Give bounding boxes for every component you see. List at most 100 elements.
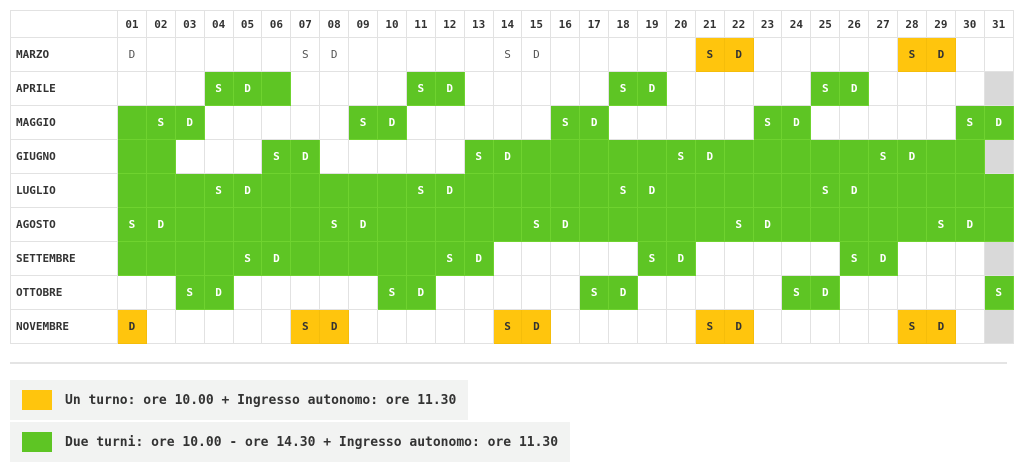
day-cell[interactable]: D: [579, 105, 610, 140]
day-cell[interactable]: D: [377, 105, 407, 140]
day-cell[interactable]: [723, 173, 754, 208]
day-cell[interactable]: [925, 139, 956, 174]
day-cell[interactable]: [117, 139, 147, 174]
day-cell[interactable]: D: [954, 207, 985, 242]
day-cell[interactable]: S: [145, 105, 176, 140]
day-cell[interactable]: [925, 173, 956, 208]
day-cell[interactable]: [579, 207, 610, 242]
day-cell[interactable]: [261, 173, 292, 208]
day-cell[interactable]: [579, 139, 610, 174]
day-cell[interactable]: D: [637, 173, 667, 208]
day-cell[interactable]: D: [203, 275, 234, 310]
day-cell[interactable]: [983, 207, 1014, 242]
day-cell[interactable]: D: [810, 275, 841, 310]
day-cell[interactable]: [521, 173, 552, 208]
day-cell[interactable]: [290, 207, 321, 242]
day-cell[interactable]: [145, 139, 176, 174]
day-cell[interactable]: [752, 139, 783, 174]
day-cell[interactable]: [954, 139, 985, 174]
day-cell[interactable]: [405, 241, 436, 276]
day-cell[interactable]: S: [608, 173, 639, 208]
day-cell[interactable]: [377, 173, 407, 208]
day-cell[interactable]: D: [521, 309, 552, 344]
day-cell[interactable]: S: [925, 207, 956, 242]
day-cell[interactable]: S: [492, 309, 523, 344]
day-cell[interactable]: [637, 207, 667, 242]
day-cell[interactable]: S: [319, 207, 350, 242]
day-cell[interactable]: S: [983, 275, 1014, 310]
day-cell[interactable]: [579, 173, 610, 208]
day-cell[interactable]: S: [261, 139, 292, 174]
day-cell[interactable]: D: [781, 105, 812, 140]
day-cell[interactable]: [637, 139, 667, 174]
day-cell[interactable]: [145, 173, 176, 208]
day-cell[interactable]: D: [752, 207, 783, 242]
day-cell[interactable]: S: [810, 173, 841, 208]
day-cell[interactable]: S: [868, 139, 899, 174]
day-cell[interactable]: S: [897, 37, 927, 72]
day-cell[interactable]: [868, 207, 899, 242]
day-cell[interactable]: [492, 207, 523, 242]
day-cell[interactable]: S: [752, 105, 783, 140]
day-cell[interactable]: D: [174, 105, 205, 140]
day-cell[interactable]: D: [261, 241, 292, 276]
day-cell[interactable]: [608, 139, 639, 174]
day-cell[interactable]: [983, 173, 1014, 208]
day-cell[interactable]: [897, 173, 927, 208]
day-cell[interactable]: D: [723, 37, 754, 72]
day-cell[interactable]: [261, 71, 292, 106]
day-cell[interactable]: D: [117, 309, 147, 344]
day-cell[interactable]: [174, 207, 205, 242]
day-cell[interactable]: D: [868, 241, 899, 276]
day-cell[interactable]: D: [145, 207, 176, 242]
day-cell[interactable]: [897, 207, 927, 242]
day-cell[interactable]: D: [232, 173, 263, 208]
day-cell[interactable]: [348, 173, 379, 208]
day-cell[interactable]: [694, 173, 725, 208]
day-cell[interactable]: [694, 207, 725, 242]
day-cell[interactable]: D: [492, 139, 523, 174]
day-cell[interactable]: D: [897, 139, 927, 174]
day-cell[interactable]: [405, 207, 436, 242]
day-cell[interactable]: S: [174, 275, 205, 310]
day-cell[interactable]: S: [954, 105, 985, 140]
day-cell[interactable]: D: [405, 275, 436, 310]
day-cell[interactable]: [781, 139, 812, 174]
day-cell[interactable]: D: [434, 71, 465, 106]
day-cell[interactable]: S: [723, 207, 754, 242]
day-cell[interactable]: [203, 241, 234, 276]
day-cell[interactable]: S: [694, 309, 725, 344]
day-cell[interactable]: [839, 139, 870, 174]
day-cell[interactable]: [117, 173, 147, 208]
day-cell[interactable]: [752, 173, 783, 208]
day-cell[interactable]: [665, 173, 696, 208]
day-cell[interactable]: D: [637, 71, 667, 106]
day-cell[interactable]: [319, 241, 350, 276]
day-cell[interactable]: D: [232, 71, 263, 106]
day-cell[interactable]: S: [550, 105, 581, 140]
day-cell[interactable]: S: [781, 275, 812, 310]
day-cell[interactable]: [348, 241, 379, 276]
day-cell[interactable]: D: [839, 71, 870, 106]
day-cell[interactable]: D: [839, 173, 870, 208]
day-cell[interactable]: D: [550, 207, 581, 242]
day-cell[interactable]: [810, 207, 841, 242]
day-cell[interactable]: D: [925, 309, 956, 344]
day-cell[interactable]: S: [290, 309, 321, 344]
day-cell[interactable]: [377, 241, 407, 276]
day-cell[interactable]: S: [203, 173, 234, 208]
day-cell[interactable]: [203, 207, 234, 242]
day-cell[interactable]: [723, 139, 754, 174]
day-cell[interactable]: D: [925, 37, 956, 72]
day-cell[interactable]: D: [723, 309, 754, 344]
day-cell[interactable]: [290, 173, 321, 208]
day-cell[interactable]: S: [463, 139, 494, 174]
day-cell[interactable]: D: [434, 173, 465, 208]
day-cell[interactable]: [608, 207, 639, 242]
day-cell[interactable]: S: [232, 241, 263, 276]
day-cell[interactable]: D: [694, 139, 725, 174]
day-cell[interactable]: D: [348, 207, 379, 242]
day-cell[interactable]: S: [810, 71, 841, 106]
day-cell[interactable]: [781, 173, 812, 208]
day-cell[interactable]: D: [608, 275, 639, 310]
